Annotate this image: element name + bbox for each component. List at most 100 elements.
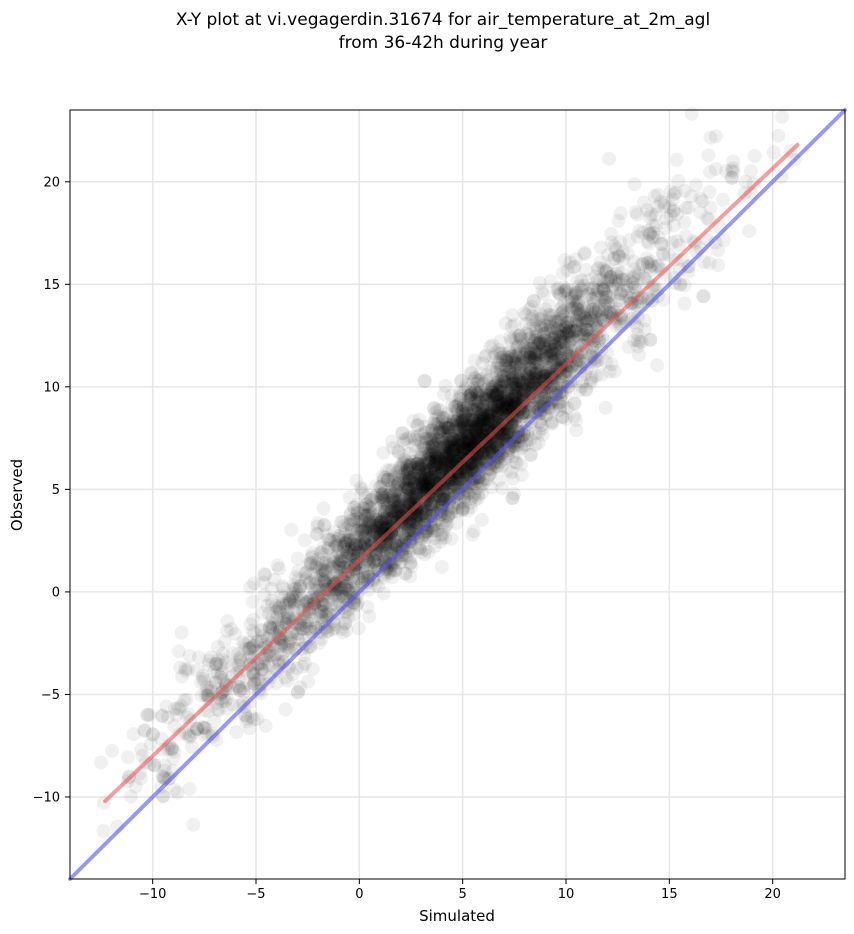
scatter-point [594,307,609,322]
scatter-point [456,477,471,492]
scatter-point [325,560,340,575]
scatter-point [295,659,310,674]
scatter-point [383,566,398,580]
scatter-point [548,340,563,354]
scatter-point [325,592,340,607]
scatter-point [281,637,296,651]
scatter-point [303,558,318,573]
scatter-point [505,471,520,486]
scatter-point [554,366,568,380]
scatter-point [657,198,672,213]
scatter-point [543,311,558,325]
scatter-point [532,276,547,290]
scatter-point [441,507,456,522]
scatter-point [460,413,474,428]
scatter-point [304,556,318,570]
scatter-point [666,204,681,219]
scatter-point [243,580,258,595]
scatter-point [499,401,514,415]
scatter-point [336,555,351,570]
scatter-point [493,409,508,424]
scatter-point [460,440,475,455]
scatter-point [457,419,472,434]
scatter-point [229,725,244,740]
scatter-point [465,527,480,542]
scatter-point [442,446,457,461]
scatter-point [521,344,536,359]
scatter-point [445,467,460,482]
scatter-point [412,541,427,556]
scatter-point [448,447,463,462]
scatter-point [531,335,546,350]
scatter-point [278,702,293,717]
scatter-point [433,455,448,469]
scatter-point [364,538,379,553]
scatter-point [516,375,531,390]
scatter-point [356,506,371,521]
scatter-point [210,702,225,717]
scatter-point [434,560,449,574]
scatter-point [412,469,427,484]
scatter-point [254,623,269,638]
scatter-point [337,616,352,631]
scatter-point [490,425,505,440]
scatter-point [134,742,149,757]
scatter-point [553,341,568,356]
scatter-point [497,358,512,373]
scatter-point [586,282,601,296]
scatter-point [249,634,264,649]
scatter-point [567,396,582,411]
scatter-point [593,273,608,287]
scatter-point [637,195,651,210]
scatter-point [630,339,645,354]
scatter-point [555,309,570,323]
scatter-point [410,485,425,500]
scatter-point [311,574,326,588]
scatter-point [407,475,422,490]
scatter-point [477,391,492,406]
scatter-point [480,461,495,476]
scatter-point [585,292,600,306]
scatter-point [174,625,189,640]
scatter-point [427,463,442,478]
scatter-point [458,414,473,429]
scatter-point [422,471,437,486]
scatter-point [567,259,582,274]
scatter-point [481,413,496,428]
scatter-point [534,309,549,324]
scatter-point [462,389,477,404]
scatter-point [548,339,563,354]
scatter-point [516,384,531,399]
scatter-point [532,335,547,350]
scatter-point [472,412,487,427]
scatter-point [614,308,629,323]
scatter-point [172,727,187,742]
scatter-point [514,367,528,382]
scatter-point [418,542,433,557]
scatter-point [412,453,427,468]
scatter-point [168,701,182,716]
scatter-point [295,621,310,636]
scatter-point [444,429,459,443]
scatter-point [513,358,528,373]
scatter-point [247,676,262,691]
scatter-point [508,384,523,399]
scatter-point [470,425,485,440]
scatter-point [512,372,527,387]
scatter-point [498,316,513,331]
scatter-point [379,510,394,525]
scatter-point [507,395,522,410]
scatter-point [529,366,544,381]
scatter-point [570,317,585,332]
scatter-point [556,318,570,333]
scatter-point [388,563,403,578]
scatter-point [216,646,230,661]
scatter-point [584,313,599,328]
scatter-point [332,545,347,560]
scatter-point [332,558,347,573]
scatter-point [294,592,309,607]
scatter-point [611,213,626,228]
scatter-point [426,436,441,451]
scatter-point [541,322,556,337]
scatter-point [550,321,565,336]
